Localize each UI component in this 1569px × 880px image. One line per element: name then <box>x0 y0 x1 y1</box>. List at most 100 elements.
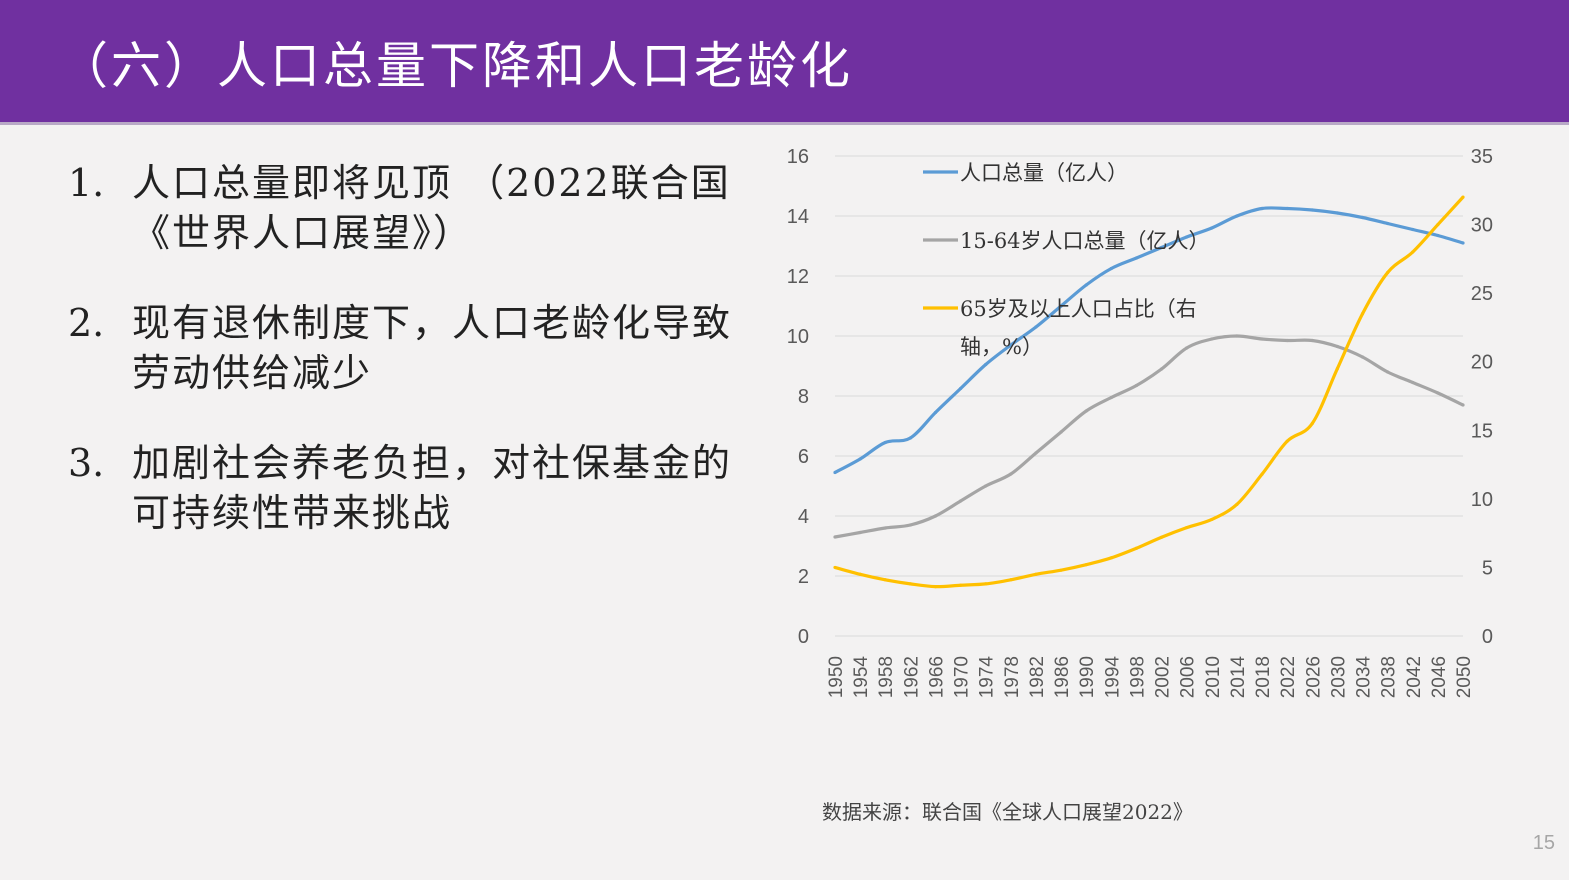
data-point-series-1 <box>833 470 837 475</box>
data-point-series-3 <box>883 578 887 582</box>
data-point-series-1 <box>1360 215 1365 220</box>
data-point-series-3 <box>1235 502 1239 506</box>
data-point-series-1 <box>984 362 988 367</box>
data-point-series-1 <box>1310 208 1314 212</box>
left-axis-tick-label: 4 <box>798 506 809 528</box>
data-point-series-1 <box>1335 211 1339 215</box>
x-axis-tick-label: 1970 <box>952 656 973 698</box>
data-point-series-2 <box>1034 451 1038 455</box>
data-point-series-2 <box>1335 344 1339 349</box>
series-line-1 <box>834 206 1464 474</box>
legend-label: 15-64岁人口总量（亿人） <box>960 229 1210 253</box>
legend-label: 轴，%） <box>960 335 1043 359</box>
data-point-series-1 <box>1134 256 1139 260</box>
right-axis-tick-label: 15 <box>1471 420 1493 442</box>
data-point-series-2 <box>1310 338 1314 343</box>
data-point-series-1 <box>1084 283 1088 287</box>
data-point-series-3 <box>984 582 988 586</box>
data-point-series-1 <box>883 440 887 445</box>
data-point-series-1 <box>1260 206 1264 211</box>
data-point-series-1 <box>959 386 963 391</box>
data-point-series-3 <box>908 582 912 586</box>
bullet-number: 1. <box>68 161 105 205</box>
legend-label: 65岁及以上人口占比（右 <box>960 297 1197 321</box>
x-axis-tick-label: 2026 <box>1303 656 1324 698</box>
data-point-series-3 <box>833 565 837 570</box>
left-axis-tick-label: 8 <box>798 386 809 408</box>
left-axis-tick-label: 12 <box>787 266 809 288</box>
data-point-series-2 <box>1285 338 1289 343</box>
data-point-series-1 <box>1461 241 1465 245</box>
x-axis-tick-label: 2014 <box>1228 656 1249 699</box>
data-point-series-3 <box>1360 312 1365 316</box>
data-point-series-2 <box>984 484 988 488</box>
data-point-series-1 <box>858 457 862 461</box>
left-axis-tick-label: 6 <box>798 446 809 468</box>
data-source-note: 数据来源：联合国《全球人口展望2022》 <box>822 800 1193 824</box>
title-bar: （六）人口总量下降和人口老龄化 <box>0 0 1569 125</box>
data-point-series-1 <box>1009 343 1013 347</box>
data-point-series-2 <box>1411 380 1415 385</box>
data-point-series-3 <box>1034 572 1038 576</box>
data-point-series-1 <box>933 410 938 415</box>
data-point-series-3 <box>858 572 862 576</box>
bullet-list: 1. 人口总量即将见顶 （2022联合国《世界人口展望》） 2. 现有退休制度下… <box>68 158 748 578</box>
data-point-series-2 <box>1009 472 1013 476</box>
x-axis-tick-label: 2006 <box>1178 656 1199 698</box>
data-point-series-1 <box>1436 233 1440 238</box>
x-axis-tick-label: 1974 <box>977 656 998 699</box>
x-axis-tick-label: 1966 <box>926 656 947 698</box>
x-axis-tick-label: 2030 <box>1328 656 1349 698</box>
x-axis-tick-label: 1962 <box>901 656 922 698</box>
data-point-series-3 <box>1185 526 1189 530</box>
x-axis-tick-label: 1954 <box>851 656 872 699</box>
data-point-series-2 <box>1386 370 1390 374</box>
x-axis-tick-label: 2002 <box>1153 656 1174 698</box>
data-point-series-1 <box>1411 227 1415 232</box>
series-line-3 <box>834 196 1465 589</box>
data-point-series-2 <box>1059 430 1063 434</box>
data-point-series-3 <box>1436 222 1440 227</box>
data-point-series-3 <box>1134 546 1139 550</box>
data-point-series-1 <box>1386 221 1390 226</box>
data-point-series-2 <box>1360 355 1365 359</box>
data-point-series-3 <box>1285 439 1289 443</box>
data-point-series-2 <box>1235 334 1239 338</box>
x-axis-tick-label: 1994 <box>1102 656 1123 699</box>
data-point-series-3 <box>1411 250 1415 254</box>
right-axis-tick-label: 20 <box>1471 352 1493 374</box>
x-axis-tick-label: 2022 <box>1278 656 1299 698</box>
right-axis-tick-label: 30 <box>1471 215 1493 237</box>
bullet-number: 2. <box>68 301 105 345</box>
x-axis-tick-label: 1950 <box>826 656 847 698</box>
left-axis-tick-label: 2 <box>798 566 809 588</box>
data-point-series-3 <box>1159 535 1164 539</box>
data-point-series-1 <box>1185 235 1189 239</box>
x-axis-tick-label: 2046 <box>1429 656 1450 698</box>
x-axis-tick-label: 1990 <box>1077 656 1098 698</box>
right-axis-tick-label: 10 <box>1471 489 1493 511</box>
series-line-2 <box>834 334 1464 539</box>
data-point-series-1 <box>1210 226 1214 230</box>
data-point-series-3 <box>1210 517 1214 522</box>
x-axis-tick-label: 1998 <box>1127 656 1148 698</box>
data-point-series-2 <box>1185 346 1189 350</box>
x-axis-tick-label: 2042 <box>1404 656 1425 698</box>
right-axis-tick-label: 25 <box>1471 283 1493 305</box>
data-point-series-1 <box>1159 245 1164 250</box>
data-point-series-2 <box>1159 367 1164 371</box>
x-axis-tick-label: 2050 <box>1454 656 1475 698</box>
data-point-series-3 <box>1109 556 1113 560</box>
bullet-item-1: 1. 人口总量即将见顶 （2022联合国《世界人口展望》） <box>68 158 748 258</box>
slide-title: （六）人口总量下降和人口老龄化 <box>58 37 853 95</box>
page-number: 15 <box>1532 832 1555 854</box>
bullet-number: 3. <box>68 441 105 485</box>
data-point-series-2 <box>959 499 963 503</box>
x-axis-tick-label: 2034 <box>1354 656 1375 699</box>
data-point-series-2 <box>908 523 912 527</box>
x-axis-tick-label: 1982 <box>1027 656 1048 698</box>
data-point-series-2 <box>1461 403 1465 407</box>
data-point-series-2 <box>933 514 938 518</box>
left-axis-tick-label: 10 <box>787 326 809 348</box>
x-axis-tick-label: 1978 <box>1002 656 1023 698</box>
